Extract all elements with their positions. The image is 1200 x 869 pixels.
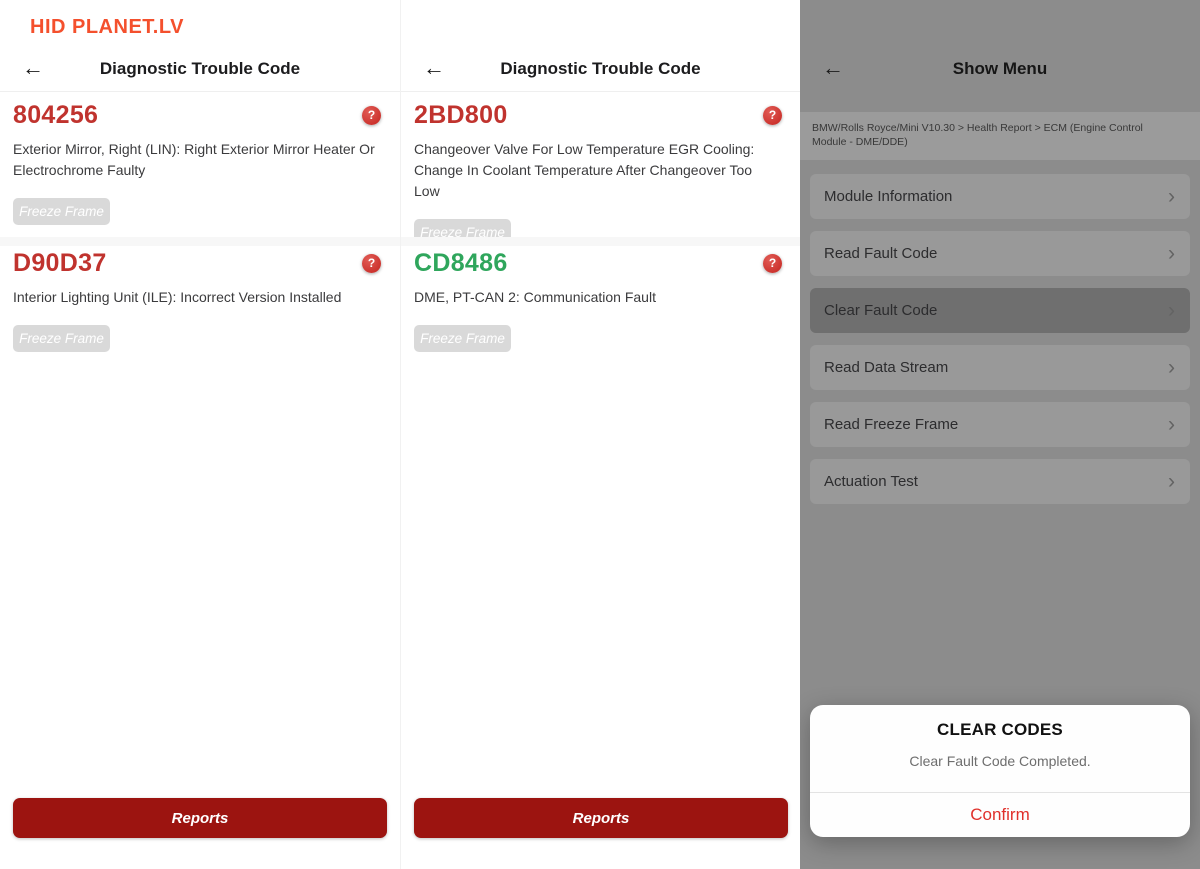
dtc-code: 2BD800 — [414, 100, 508, 129]
reports-button[interactable]: Reports — [13, 798, 387, 838]
menu-item-label: Actuation Test — [824, 473, 918, 490]
breadcrumb: BMW/Rolls Royce/Mini V10.30 > Health Rep… — [800, 112, 1200, 160]
freeze-frame-button[interactable]: Freeze Frame — [13, 198, 110, 225]
page-title: Diagnostic Trouble Code — [99, 59, 301, 78]
dialog-title: CLEAR CODES — [937, 720, 1063, 739]
dialog-message: Clear Fault Code Completed. — [909, 753, 1091, 769]
back-arrow-icon[interactable]: ← — [822, 55, 844, 80]
menu-item-label: Read Data Stream — [824, 359, 949, 376]
dtc-panel-left: HID PLANET.LV ← Diagnostic Trouble Code … — [0, 0, 400, 869]
menu-item-read-freeze-frame[interactable]: Read Freeze Frame › — [810, 402, 1190, 447]
header-right: ← Show Menu — [800, 45, 1200, 92]
dtc-panel-middle: ← Diagnostic Trouble Code 2BD800 ? Chang… — [400, 0, 800, 869]
chevron-right-icon: › — [1168, 469, 1175, 493]
help-icon[interactable]: ? — [763, 253, 782, 273]
reports-button[interactable]: Reports — [414, 798, 788, 838]
back-arrow-icon[interactable]: ← — [22, 55, 44, 80]
card-separator — [401, 237, 800, 246]
dtc-card: CD8486 ? DME, PT-CAN 2: Communication Fa… — [414, 248, 788, 352]
menu-item-label: Read Freeze Frame — [824, 416, 959, 433]
help-icon[interactable]: ? — [362, 253, 381, 273]
dtc-code: CD8486 — [414, 248, 508, 277]
dtc-card: D90D37 ? Interior Lighting Unit (ILE): I… — [13, 248, 387, 352]
chevron-right-icon: › — [1168, 184, 1175, 208]
dtc-card: 804256 ? Exterior Mirror, Right (LIN): R… — [13, 100, 387, 225]
menu-item-label: Clear Fault Code — [824, 302, 938, 319]
menu-item-clear-fault-code[interactable]: Clear Fault Code › — [810, 288, 1190, 333]
menu-item-label: Read Fault Code — [824, 245, 938, 262]
chevron-right-icon: › — [1168, 241, 1175, 265]
help-icon[interactable]: ? — [763, 105, 782, 125]
show-menu-panel: ← Show Menu BMW/Rolls Royce/Mini V10.30 … — [800, 0, 1200, 869]
confirm-button[interactable]: Confirm — [810, 792, 1190, 837]
help-icon[interactable]: ? — [362, 105, 381, 125]
brand-logo: HID PLANET.LV — [30, 16, 184, 38]
menu-item-label: Module Information — [824, 188, 953, 205]
header-middle: ← Diagnostic Trouble Code — [401, 45, 800, 92]
freeze-frame-button[interactable]: Freeze Frame — [13, 325, 110, 352]
dtc-code: D90D37 — [13, 248, 107, 277]
dtc-card: 2BD800 ? Changeover Valve For Low Temper… — [414, 100, 788, 246]
chevron-right-icon: › — [1168, 355, 1175, 379]
back-arrow-icon[interactable]: ← — [423, 55, 445, 80]
header-left: ← Diagnostic Trouble Code — [0, 45, 400, 92]
menu-item-read-data-stream[interactable]: Read Data Stream › — [810, 345, 1190, 390]
menu-item-module-information[interactable]: Module Information › — [810, 174, 1190, 219]
menu-item-read-fault-code[interactable]: Read Fault Code › — [810, 231, 1190, 276]
card-separator — [0, 237, 400, 246]
dtc-description: Exterior Mirror, Right (LIN): Right Exte… — [13, 141, 375, 178]
page-title: Diagnostic Trouble Code — [500, 59, 701, 78]
dtc-description: Interior Lighting Unit (ILE): Incorrect … — [13, 289, 342, 305]
menu-item-actuation-test[interactable]: Actuation Test › — [810, 459, 1190, 504]
clear-codes-dialog: CLEAR CODES Clear Fault Code Completed. … — [810, 705, 1190, 837]
chevron-right-icon: › — [1168, 298, 1175, 322]
dtc-description: DME, PT-CAN 2: Communication Fault — [414, 289, 656, 305]
dtc-code: 804256 — [13, 100, 99, 129]
freeze-frame-button[interactable]: Freeze Frame — [414, 325, 511, 352]
chevron-right-icon: › — [1168, 412, 1175, 436]
dtc-description: Changeover Valve For Low Temperature EGR… — [414, 141, 755, 199]
page-title: Show Menu — [952, 59, 1048, 78]
